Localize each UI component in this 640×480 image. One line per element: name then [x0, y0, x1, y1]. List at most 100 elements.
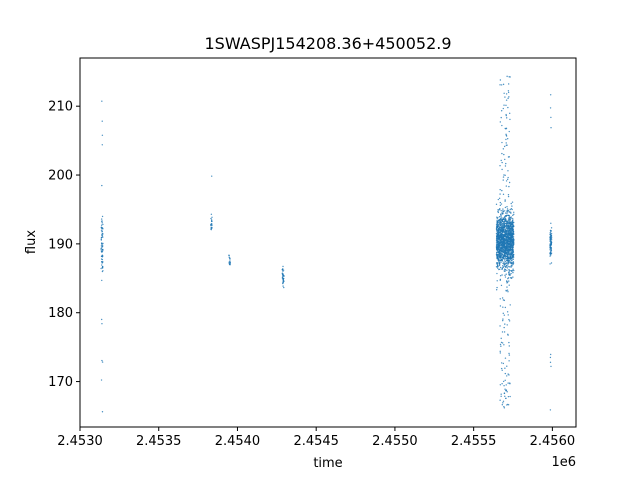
scatter-point	[504, 379, 506, 382]
scatter-point	[503, 239, 505, 241]
y-tick-label: 180	[48, 306, 73, 321]
scatter-point	[505, 135, 508, 137]
scatter-point	[501, 219, 503, 222]
scatter-point	[496, 264, 499, 267]
scatter-point	[500, 213, 502, 216]
scatter-point	[497, 198, 500, 201]
scatter-point	[507, 404, 510, 406]
scatter-point	[501, 331, 504, 333]
scatter-point	[499, 218, 502, 221]
scatter-point	[497, 237, 500, 240]
scatter-point	[499, 305, 502, 307]
scatter-point	[512, 276, 514, 278]
scatter-point	[100, 258, 103, 260]
scatter-point	[505, 214, 507, 217]
scatter-point	[500, 367, 503, 370]
scatter-point	[510, 224, 512, 226]
scatter-point	[513, 211, 515, 213]
scatter-point	[507, 229, 509, 231]
scatter-point	[495, 245, 498, 247]
scatter-point	[506, 391, 508, 393]
scatter-point	[506, 222, 508, 224]
scatter-point	[504, 274, 506, 277]
scatter-point	[500, 236, 503, 238]
scatter-point	[502, 362, 505, 365]
scatter-point	[499, 352, 502, 354]
scatter-point	[510, 236, 513, 238]
scatter-point	[550, 230, 552, 232]
scatter-point	[499, 350, 501, 353]
scatter-point	[499, 275, 502, 277]
scatter-point	[503, 257, 505, 260]
scatter-point	[496, 239, 498, 242]
scatter-point	[508, 320, 511, 322]
scatter-point	[509, 395, 511, 398]
scatter-point	[510, 264, 513, 267]
scatter-point	[499, 238, 501, 240]
scatter-point	[508, 130, 510, 133]
scatter-point	[503, 331, 506, 333]
scatter-point	[210, 219, 213, 221]
scatter-point	[499, 233, 502, 236]
scatter-point	[505, 133, 507, 136]
scatter-point	[512, 242, 515, 244]
scatter-point	[509, 237, 511, 239]
scatter-point	[101, 250, 104, 253]
scatter-point	[504, 165, 507, 167]
scatter-point	[508, 345, 510, 347]
scatter-point	[513, 221, 515, 224]
scatter-point	[498, 264, 501, 267]
scatter-point	[502, 83, 505, 86]
scatter-point	[549, 237, 551, 239]
scatter-point	[506, 375, 508, 377]
scatter-point	[210, 228, 212, 230]
scatter-point	[102, 255, 104, 257]
scatter-point	[501, 225, 503, 228]
scatter-point	[507, 245, 509, 247]
scatter-point	[504, 276, 507, 278]
scatter-point	[508, 254, 511, 256]
scatter-point	[503, 256, 505, 258]
scatter-point	[499, 204, 502, 207]
scatter-point	[503, 255, 505, 257]
scatter-point	[501, 404, 504, 406]
scatter-point	[502, 247, 504, 249]
scatter-point	[497, 243, 500, 246]
scatter-point	[511, 205, 513, 207]
scatter-point	[502, 233, 504, 236]
scatter-point	[282, 279, 284, 281]
scatter-point	[499, 208, 501, 211]
scatter-point	[502, 179, 504, 181]
scatter-point	[505, 384, 507, 386]
scatter-point	[511, 259, 513, 262]
scatter-point	[504, 261, 507, 263]
scatter-point	[499, 229, 502, 232]
scatter-point	[500, 84, 503, 86]
scatter-point	[499, 201, 502, 204]
scatter-point	[502, 226, 505, 228]
scatter-point	[506, 365, 508, 367]
scatter-point	[549, 252, 551, 254]
scatter-point	[507, 334, 509, 336]
scatter-point	[506, 267, 509, 269]
scatter-point	[503, 217, 505, 219]
scatter-point	[549, 247, 551, 249]
scatter-point	[500, 116, 502, 119]
scatter-point	[100, 249, 102, 251]
scatter-point	[506, 286, 508, 288]
scatter-point	[505, 389, 507, 392]
scatter-point	[498, 219, 500, 221]
scatter-point	[507, 194, 510, 196]
scatter-point	[503, 407, 506, 409]
scatter-point	[499, 399, 501, 401]
scatter-point	[500, 209, 502, 212]
scatter-point	[503, 261, 505, 263]
scatter-point	[501, 297, 504, 299]
scatter-point	[508, 352, 510, 355]
x-tick-label: 2.4560	[530, 434, 576, 449]
scatter-point	[510, 238, 513, 241]
scatter-point	[509, 274, 511, 276]
scatter-point	[100, 224, 103, 226]
x-axis: 2.4530 2.4535 2.4540 2.4545 2.4550 2.4555 2.45…	[57, 427, 575, 449]
scatter-point	[507, 291, 509, 293]
